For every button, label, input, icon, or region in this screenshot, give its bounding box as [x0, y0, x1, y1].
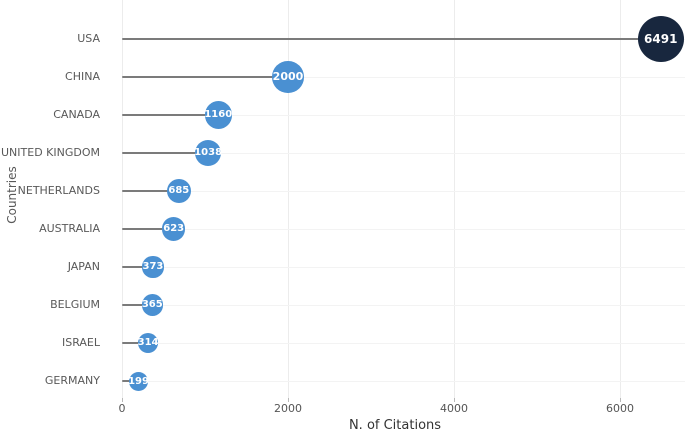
- x-tick-label-2000: 2000: [274, 402, 302, 415]
- stem-usa: [122, 37, 661, 41]
- x-tick-mark-2000: [288, 398, 289, 402]
- stem-belgium: [122, 303, 153, 307]
- ytick-label-netherlands: NETHERLANDS: [17, 184, 100, 197]
- ytick-label-canada: CANADA: [53, 108, 100, 121]
- bubble-china[interactable]: 2000: [272, 61, 304, 93]
- ytick-label-australia: AUSTRALIA: [39, 222, 100, 235]
- x-gridline-4000: [454, 0, 455, 398]
- bubble-israel[interactable]: 314: [138, 332, 158, 354]
- x-tick-label-6000: 6000: [606, 402, 634, 415]
- ytick-label-belgium: BELGIUM: [50, 298, 100, 311]
- stem-israel: [122, 341, 149, 345]
- bubble-germany[interactable]: 199: [128, 371, 149, 391]
- row-gridline-netherlands: [122, 191, 685, 192]
- row-gridline-germany: [122, 381, 685, 382]
- x-tick-mark-0: [122, 398, 123, 402]
- x-gridline-6000: [620, 0, 621, 398]
- stem-netherlands: [122, 189, 179, 193]
- x-tick-mark-4000: [454, 398, 455, 402]
- stem-united-kingdom: [122, 151, 209, 155]
- row-gridline-australia: [122, 229, 685, 230]
- ytick-label-germany: GERMANY: [44, 374, 100, 387]
- ytick-label-usa: USA: [77, 32, 100, 45]
- row-gridline-united-kingdom: [122, 153, 685, 154]
- bubble-belgium[interactable]: 365: [141, 294, 163, 316]
- stem-china: [122, 75, 288, 79]
- ytick-label-china: CHINA: [65, 70, 100, 83]
- x-gridline-0: [122, 0, 123, 398]
- ytick-label-united-kingdom: UNITED KINGDOM: [1, 146, 100, 159]
- ytick-label-israel: ISRAEL: [61, 336, 100, 349]
- bubble-japan[interactable]: 373: [142, 256, 164, 278]
- row-gridline-israel: [122, 343, 685, 344]
- x-axis-title: N. of Citations: [348, 418, 442, 433]
- stem-japan: [122, 265, 153, 269]
- x-gridline-2000: [288, 0, 289, 398]
- ytick-label-japan: JAPAN: [67, 260, 100, 273]
- x-tick-mark-6000: [620, 398, 621, 402]
- y-axis-title: Countries: [5, 166, 19, 224]
- row-gridline-japan: [122, 267, 685, 268]
- bubble-netherlands[interactable]: 685: [166, 179, 191, 203]
- bubble-australia[interactable]: 623: [162, 217, 186, 241]
- bubble-canada[interactable]: 1160: [204, 101, 232, 129]
- stem-canada: [122, 113, 219, 117]
- bubble-united-kingdom[interactable]: 1038: [194, 139, 222, 167]
- bubble-usa[interactable]: 6491: [637, 16, 684, 62]
- row-gridline-china: [122, 77, 685, 78]
- stem-australia: [122, 227, 174, 231]
- row-gridline-belgium: [122, 305, 685, 306]
- x-tick-label-4000: 4000: [440, 402, 468, 415]
- row-gridline-canada: [122, 115, 685, 116]
- x-tick-label-0: 0: [118, 402, 126, 415]
